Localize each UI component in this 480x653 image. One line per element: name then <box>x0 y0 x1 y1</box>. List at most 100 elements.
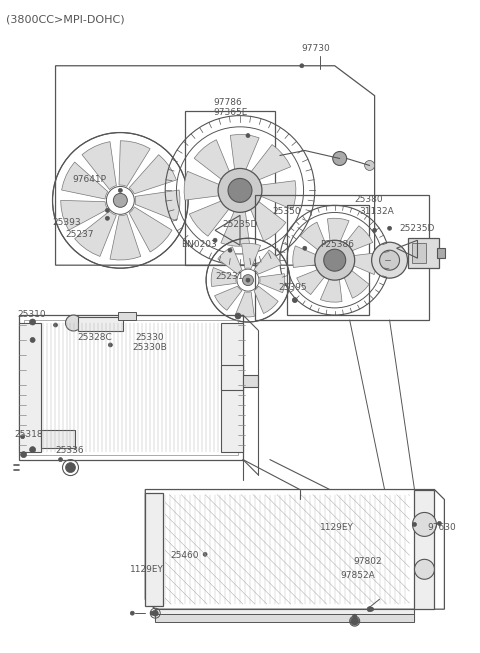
Circle shape <box>59 458 62 462</box>
Polygon shape <box>60 200 108 231</box>
Circle shape <box>327 252 343 268</box>
Circle shape <box>367 607 372 612</box>
Circle shape <box>228 248 232 252</box>
Text: 25235D: 25235D <box>222 220 257 229</box>
Text: 25310: 25310 <box>18 310 46 319</box>
Bar <box>185 110 275 265</box>
Circle shape <box>303 246 307 250</box>
Bar <box>155 614 415 622</box>
Polygon shape <box>327 218 349 244</box>
Text: 25380: 25380 <box>355 195 384 204</box>
Text: 25237: 25237 <box>65 231 94 239</box>
Circle shape <box>150 611 154 615</box>
Circle shape <box>412 513 436 536</box>
Polygon shape <box>254 250 281 274</box>
Text: P25386: P25386 <box>320 240 354 249</box>
Polygon shape <box>343 268 369 298</box>
Polygon shape <box>250 144 291 180</box>
Circle shape <box>113 193 127 208</box>
Text: 25231: 25231 <box>215 272 243 281</box>
Circle shape <box>21 452 26 458</box>
Bar <box>221 365 243 390</box>
Text: 1129EY: 1129EY <box>320 524 354 532</box>
Circle shape <box>370 607 373 611</box>
Circle shape <box>292 298 297 302</box>
Circle shape <box>333 151 347 165</box>
Circle shape <box>65 315 82 331</box>
Text: 25350: 25350 <box>272 208 300 216</box>
Polygon shape <box>194 140 230 180</box>
Text: BN0203: BN0203 <box>181 240 217 249</box>
Bar <box>408 238 439 268</box>
Circle shape <box>246 278 250 282</box>
Circle shape <box>152 610 158 616</box>
Bar <box>412 243 426 263</box>
Polygon shape <box>350 253 377 274</box>
Circle shape <box>246 134 250 138</box>
Polygon shape <box>293 246 319 268</box>
Polygon shape <box>230 135 259 171</box>
Circle shape <box>54 323 58 327</box>
Circle shape <box>21 435 24 439</box>
Bar <box>415 490 434 609</box>
Circle shape <box>106 216 109 220</box>
Circle shape <box>228 178 252 202</box>
Polygon shape <box>250 200 286 241</box>
Circle shape <box>30 447 36 453</box>
Polygon shape <box>259 181 296 210</box>
Polygon shape <box>254 286 278 313</box>
Text: 25460: 25460 <box>170 551 199 560</box>
Text: 25330: 25330 <box>135 333 164 342</box>
Bar <box>221 323 243 452</box>
Circle shape <box>372 242 408 278</box>
Circle shape <box>437 522 442 526</box>
Polygon shape <box>320 276 342 302</box>
Bar <box>243 375 258 387</box>
Text: 1129EY: 1129EY <box>130 565 164 574</box>
Circle shape <box>242 275 253 285</box>
Bar <box>145 492 163 606</box>
Circle shape <box>372 229 377 232</box>
Polygon shape <box>135 190 180 221</box>
Polygon shape <box>218 247 242 274</box>
Circle shape <box>108 343 112 347</box>
Circle shape <box>130 611 134 615</box>
Circle shape <box>300 64 304 68</box>
Polygon shape <box>221 210 250 246</box>
Bar <box>287 205 369 315</box>
Polygon shape <box>260 274 285 293</box>
Polygon shape <box>82 142 116 189</box>
Circle shape <box>203 552 207 556</box>
Circle shape <box>380 250 399 270</box>
Text: 97802: 97802 <box>354 557 382 566</box>
Text: 97786: 97786 <box>213 98 242 106</box>
Circle shape <box>213 238 217 242</box>
Polygon shape <box>297 268 326 295</box>
Text: 97730: 97730 <box>302 44 331 53</box>
Polygon shape <box>241 244 261 268</box>
Polygon shape <box>184 171 221 200</box>
Polygon shape <box>189 200 230 236</box>
Bar <box>19 323 41 452</box>
Circle shape <box>231 182 249 199</box>
Polygon shape <box>74 211 116 257</box>
Text: 97630: 97630 <box>428 524 456 532</box>
Polygon shape <box>235 292 254 317</box>
Polygon shape <box>61 162 108 199</box>
Text: 25318: 25318 <box>15 430 43 439</box>
Circle shape <box>351 617 359 625</box>
Circle shape <box>353 614 357 618</box>
Bar <box>41 430 75 448</box>
Circle shape <box>229 252 235 258</box>
Polygon shape <box>343 226 373 252</box>
Polygon shape <box>119 140 150 187</box>
Text: 25393: 25393 <box>52 218 81 227</box>
Text: 97852A: 97852A <box>341 571 375 581</box>
Text: 97641P: 97641P <box>72 176 107 184</box>
Bar <box>78 317 123 331</box>
Text: (3800CC>MPI-DOHC): (3800CC>MPI-DOHC) <box>6 15 124 25</box>
Bar <box>19 315 243 460</box>
Circle shape <box>293 298 297 302</box>
Circle shape <box>30 338 35 342</box>
Circle shape <box>387 227 392 231</box>
